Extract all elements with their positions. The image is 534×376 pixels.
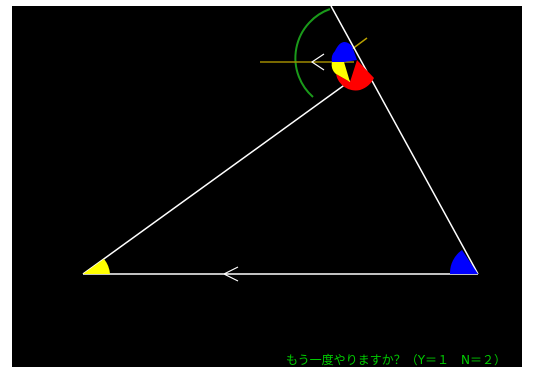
triangle-angle-sum-screen: もう一度やりますか？（Y＝１ N＝２） (12, 6, 522, 367)
angle-b-bottom-right (449, 250, 478, 274)
angle-a-bottom-left (83, 259, 110, 274)
replay-prompt: もう一度やりますか？（Y＝１ N＝２） (286, 353, 506, 367)
angle-arc (294, 8, 331, 98)
arrow-left-icon (222, 266, 239, 282)
arrow-left-icon (310, 53, 325, 71)
triangle-left-edge (82, 80, 351, 275)
angle-a-copy-apex (331, 62, 350, 82)
angle-b-copy-top (331, 42, 357, 62)
angle-c-apex (336, 60, 374, 91)
geometry-canvas (82, 6, 479, 282)
triangle-right-edge (330, 6, 479, 275)
